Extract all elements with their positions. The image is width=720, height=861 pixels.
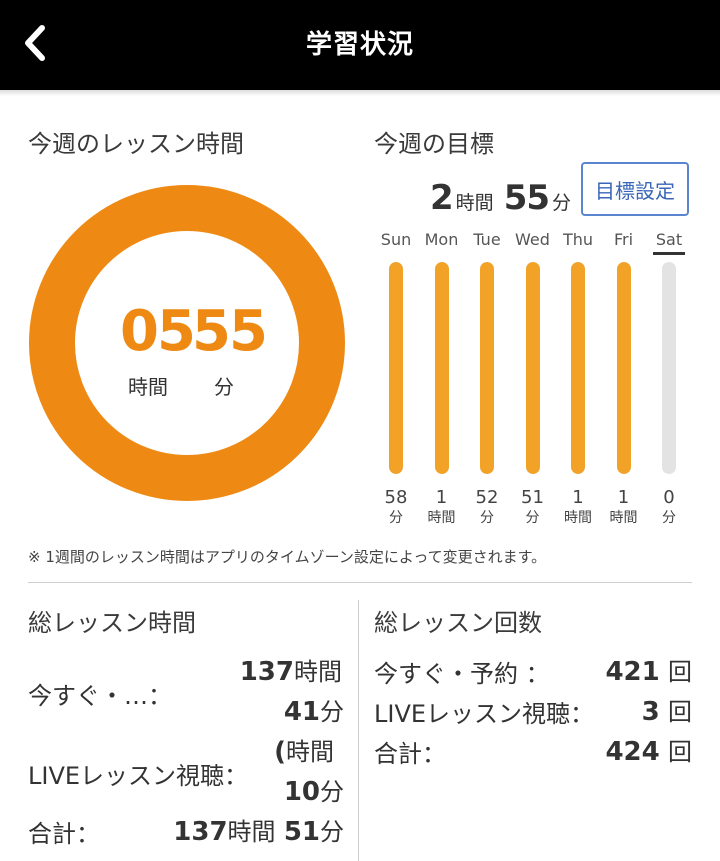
day-column-thu: Thu 1 時間	[555, 226, 601, 526]
day-unit: 分	[480, 510, 494, 526]
day-value: 1	[617, 487, 630, 508]
total-count-now-value: 421 回	[605, 652, 692, 687]
weekly-goal-value: 2 時間 55 分	[430, 178, 581, 218]
day-unit: 時間	[609, 510, 638, 526]
goal-hours: 2	[430, 178, 454, 218]
goal-hours-unit: 時間	[455, 192, 494, 214]
total-time-now-minutes: 41分	[284, 692, 344, 727]
total-time-live-minutes: 10分	[284, 772, 344, 807]
now-hours-unit: 時間	[294, 658, 342, 686]
back-button[interactable]	[10, 18, 60, 68]
total-count-live-label: LIVEレッスン視聴：	[374, 700, 595, 728]
day-value: 0	[663, 487, 675, 508]
goal-minutes-unit: 分	[552, 192, 572, 214]
total-time-now-hours: 137時間	[240, 652, 342, 687]
total-count-now-label: 今すぐ・予約 ：	[374, 660, 550, 688]
day-unit: 分	[525, 510, 540, 526]
count-live-unit: 回	[668, 698, 692, 726]
live-hours-num: (	[274, 737, 286, 767]
day-bar-fill	[389, 262, 403, 474]
weekly-time-center: 05 55 時間 分	[28, 184, 346, 502]
header-shadow	[0, 90, 720, 96]
day-column-mon: Mon 1 時間	[419, 226, 465, 526]
day-unit: 分	[389, 510, 403, 526]
day-label: Wed	[515, 230, 550, 249]
sum-hours-num: 137	[173, 817, 228, 847]
app-header: 学習状況	[0, 0, 720, 90]
day-label: Fri	[613, 230, 634, 249]
day-bar-fill	[480, 262, 494, 474]
day-unit: 時間	[564, 510, 592, 526]
day-bar-fill	[616, 262, 631, 474]
day-bar-track	[662, 262, 676, 474]
day-bar-fill	[434, 262, 449, 474]
day-label: Sun	[380, 230, 412, 249]
day-bar-track	[525, 262, 540, 474]
day-value: 51	[521, 487, 544, 508]
total-time-sum-value: 137時間 51分	[173, 812, 344, 847]
chevron-left-icon	[25, 25, 45, 61]
ring-arc	[29, 185, 345, 501]
total-count-sum-label: 合計：	[374, 740, 446, 768]
day-column-wed: Wed 51 分	[510, 226, 556, 526]
count-live-num: 3	[641, 697, 660, 727]
count-now-unit: 回	[668, 658, 692, 686]
weekly-hours-value: 05	[120, 299, 196, 364]
day-value: 58	[384, 487, 408, 508]
day-label: Mon	[424, 230, 459, 249]
day-value: 1	[435, 487, 448, 508]
day-bar-track	[480, 262, 494, 474]
day-column-tue: Tue 52 分	[464, 226, 510, 526]
live-hours-unit: 時間	[286, 738, 334, 766]
current-day-indicator	[653, 252, 685, 255]
day-bar-track	[571, 262, 585, 474]
sum-hours-unit: 時間	[227, 818, 276, 846]
day-bar-track	[434, 262, 449, 474]
day-unit: 分	[662, 510, 676, 526]
total-time-live-hours: (時間	[274, 732, 334, 767]
sum-minutes-unit: 分	[320, 818, 344, 846]
section-divider	[28, 582, 692, 583]
day-column-sun: Sun 58 分	[373, 226, 419, 526]
total-count-live-value: 3 回	[642, 692, 692, 727]
day-label: Thu	[562, 230, 594, 249]
day-column-sat: Sat 0 分	[646, 226, 692, 526]
live-minutes-unit: 分	[320, 778, 344, 806]
goal-minutes: 55	[503, 178, 550, 218]
sum-minutes-num: 51	[283, 817, 320, 847]
count-sum-num: 424	[605, 737, 660, 767]
timezone-note: ※ 1週間のレッスン時間はアプリのタイムゾーン設定によって変更されます。	[28, 548, 547, 566]
day-value: 52	[475, 487, 499, 508]
count-now-num: 421	[605, 657, 660, 687]
column-divider	[358, 600, 359, 861]
total-count-title: 総レッスン回数	[374, 609, 542, 637]
total-time-live-label: LIVEレッスン視聴：	[28, 762, 249, 790]
page-title: 学習状況	[305, 30, 414, 60]
day-column-fri: Fri 1 時間	[601, 226, 647, 526]
total-count-sum-value: 424 回	[605, 732, 692, 767]
now-hours-num: 137	[239, 657, 294, 687]
day-value: 1	[572, 487, 584, 508]
now-minutes-unit: 分	[320, 698, 344, 726]
total-time-sum-label: 合計：	[28, 820, 100, 848]
now-minutes-num: 41	[283, 697, 320, 727]
weekly-goal-title: 今週の目標	[374, 130, 494, 158]
weekly-time-ring	[29, 185, 345, 501]
day-label: Tue	[473, 230, 501, 249]
total-time-now-label: 今すぐ・…：	[28, 682, 172, 710]
live-minutes-num: 10	[283, 777, 320, 807]
weekly-hours-unit: 時間	[128, 375, 168, 399]
count-sum-unit: 回	[668, 738, 692, 766]
weekly-minutes-unit: 分	[214, 375, 234, 399]
day-label: Sat	[655, 230, 683, 249]
day-bar-fill	[525, 262, 540, 474]
weekly-minutes-value: 55	[192, 299, 268, 364]
day-bar-track	[389, 262, 403, 474]
weekly-time-title: 今週のレッスン時間	[28, 130, 244, 158]
day-bar-fill	[571, 262, 585, 474]
total-time-title: 総レッスン時間	[28, 609, 196, 637]
set-goal-button[interactable]: 目標設定	[581, 162, 689, 216]
day-unit: 時間	[427, 510, 456, 526]
day-bar-track	[616, 262, 631, 474]
